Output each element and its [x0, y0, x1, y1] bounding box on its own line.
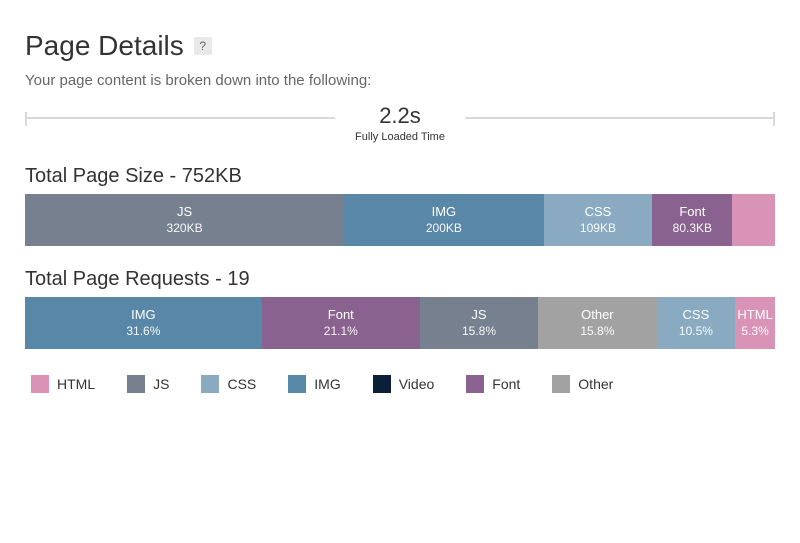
segment-label: Font: [328, 307, 354, 323]
bar-segment-font: Font21.1%: [262, 297, 420, 349]
legend-item-html: HTML: [31, 375, 95, 393]
page-subtitle: Your page content is broken down into th…: [25, 72, 775, 89]
legend-label: JS: [153, 376, 169, 392]
help-icon[interactable]: ?: [194, 37, 212, 55]
segment-value: 200KB: [426, 221, 462, 236]
legend-swatch: [201, 375, 219, 393]
requests-bar: IMG31.6%Font21.1%JS15.8%Other15.8%CSS10.…: [25, 297, 775, 349]
legend-label: Other: [578, 376, 613, 392]
bar-segment-css: CSS10.5%: [657, 297, 736, 349]
segment-value: 15.8%: [462, 324, 496, 339]
segment-label: Font: [679, 204, 705, 220]
segment-label: Other: [581, 307, 614, 323]
segment-value: 109KB: [580, 221, 616, 236]
segment-label: IMG: [131, 307, 156, 323]
legend-item-img: IMG: [288, 375, 340, 393]
legend-item-video: Video: [373, 375, 435, 393]
legend-item-other: Other: [552, 375, 613, 393]
legend-label: IMG: [314, 376, 340, 392]
timeline-value: 2.2s: [355, 103, 445, 129]
legend-label: CSS: [227, 376, 256, 392]
legend-item-css: CSS: [201, 375, 256, 393]
segment-value: 31.6%: [126, 324, 160, 339]
size-heading: Total Page Size - 752KB: [25, 165, 775, 188]
title-row: Page Details ?: [25, 30, 775, 62]
bar-segment-js: JS320KB: [25, 194, 344, 246]
size-bar: JS320KBIMG200KBCSS109KBFont80.3KB: [25, 194, 775, 246]
timeline-label: Fully Loaded Time: [355, 131, 445, 143]
page-title: Page Details: [25, 30, 184, 62]
segment-label: JS: [471, 307, 486, 323]
legend-swatch: [288, 375, 306, 393]
bar-segment-html: [732, 194, 775, 246]
legend-item-js: JS: [127, 375, 169, 393]
legend: HTML JS CSS IMG Video Font Other: [25, 375, 775, 393]
bar-segment-font: Font80.3KB: [652, 194, 732, 246]
legend-swatch: [552, 375, 570, 393]
requests-heading: Total Page Requests - 19: [25, 268, 775, 291]
legend-label: HTML: [57, 376, 95, 392]
bar-segment-html: HTML5.3%: [735, 297, 775, 349]
segment-label: CSS: [683, 307, 710, 323]
legend-swatch: [373, 375, 391, 393]
segment-label: IMG: [432, 204, 457, 220]
segment-value: 80.3KB: [673, 221, 712, 236]
segment-value: 5.3%: [741, 324, 768, 339]
legend-swatch: [127, 375, 145, 393]
legend-swatch: [466, 375, 484, 393]
timeline: 2.2s Fully Loaded Time: [25, 117, 775, 119]
segment-label: JS: [177, 204, 192, 220]
segment-label: HTML: [737, 307, 772, 323]
bar-segment-other: Other15.8%: [538, 297, 656, 349]
bar-segment-css: CSS109KB: [544, 194, 653, 246]
bar-segment-js: JS15.8%: [420, 297, 538, 349]
segment-value: 15.8%: [580, 324, 614, 339]
segment-label: CSS: [585, 204, 612, 220]
legend-swatch: [31, 375, 49, 393]
bar-segment-img: IMG200KB: [344, 194, 543, 246]
timeline-center: 2.2s Fully Loaded Time: [335, 103, 465, 143]
legend-label: Font: [492, 376, 520, 392]
legend-label: Video: [399, 376, 435, 392]
bar-segment-img: IMG31.6%: [25, 297, 262, 349]
segment-value: 320KB: [167, 221, 203, 236]
legend-item-font: Font: [466, 375, 520, 393]
segment-value: 21.1%: [324, 324, 358, 339]
segment-value: 10.5%: [679, 324, 713, 339]
